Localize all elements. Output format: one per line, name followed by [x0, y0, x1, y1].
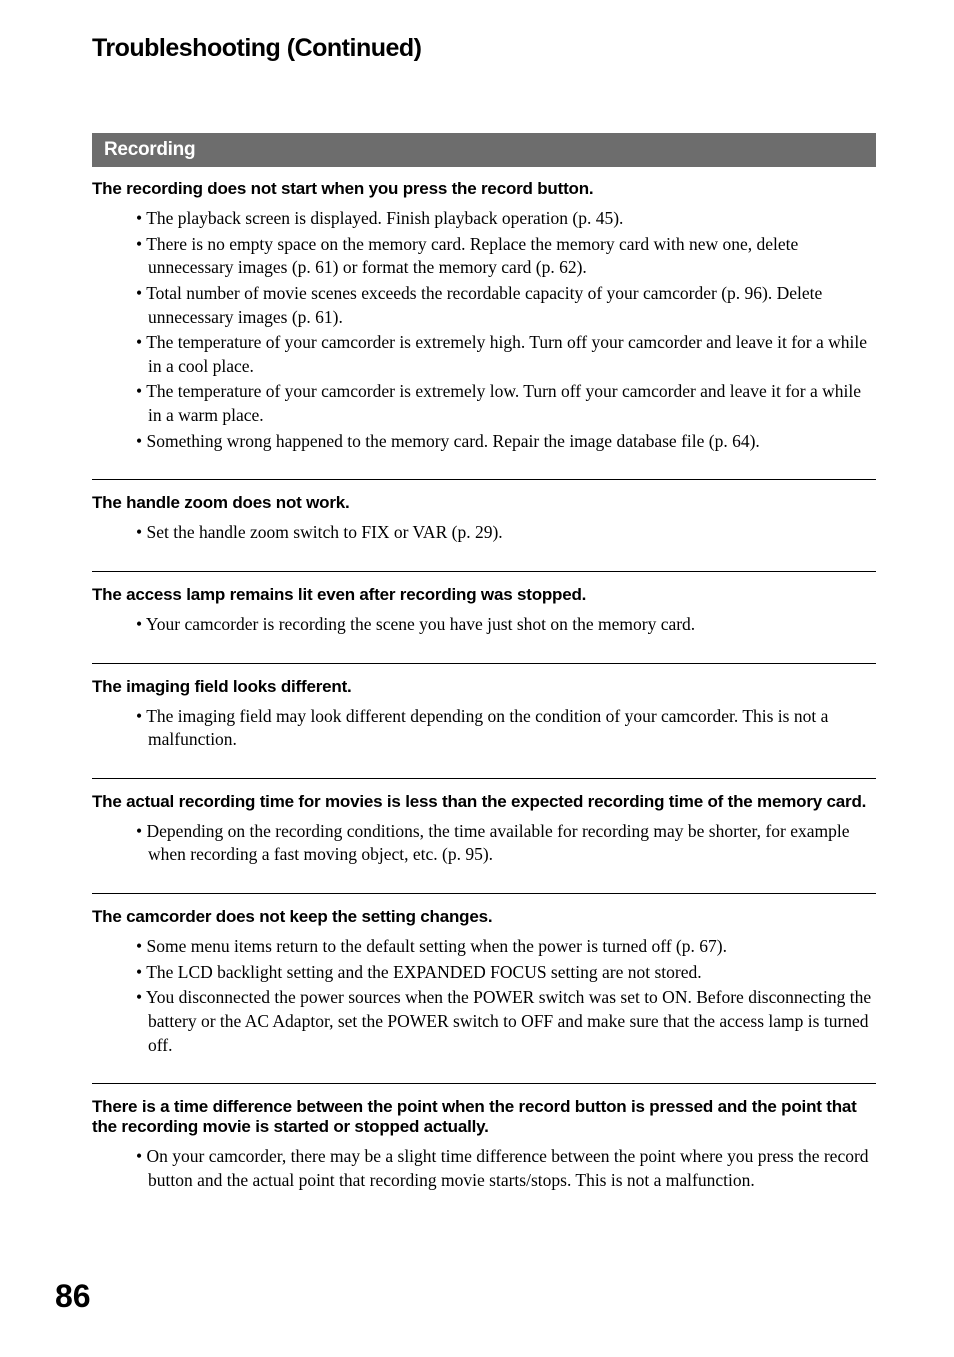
bullet-item: You disconnected the power sources when … — [136, 986, 876, 1057]
bullet-item: The playback screen is displayed. Finish… — [136, 207, 876, 231]
item-heading: The imaging field looks different. — [92, 677, 876, 697]
bullet-item: There is no empty space on the memory ca… — [136, 233, 876, 280]
bullet-item: Set the handle zoom switch to FIX or VAR… — [136, 521, 876, 545]
divider — [92, 571, 876, 572]
divider — [92, 663, 876, 664]
item-heading: The handle zoom does not work. — [92, 493, 876, 513]
troubleshoot-item: The handle zoom does not work. Set the h… — [92, 493, 876, 545]
bullet-item: On your camcorder, there may be a slight… — [136, 1145, 876, 1192]
page-number: 86 — [55, 1278, 91, 1315]
divider — [92, 778, 876, 779]
item-bullets: Your camcorder is recording the scene yo… — [92, 613, 876, 637]
divider — [92, 893, 876, 894]
bullet-item: Some menu items return to the default se… — [136, 935, 876, 959]
item-bullets: Some menu items return to the default se… — [92, 935, 876, 1057]
troubleshoot-item: There is a time difference between the p… — [92, 1097, 876, 1192]
item-bullets: Set the handle zoom switch to FIX or VAR… — [92, 521, 876, 545]
troubleshoot-item: The recording does not start when you pr… — [92, 179, 876, 453]
bullet-item: The imaging field may look different dep… — [136, 705, 876, 752]
troubleshoot-item: The camcorder does not keep the setting … — [92, 907, 876, 1057]
divider — [92, 479, 876, 480]
bullet-item: The temperature of your camcorder is ext… — [136, 331, 876, 378]
bullet-item: Depending on the recording conditions, t… — [136, 820, 876, 867]
page-title: Troubleshooting (Continued) — [92, 34, 876, 63]
item-heading: There is a time difference between the p… — [92, 1097, 876, 1137]
item-heading: The actual recording time for movies is … — [92, 792, 876, 812]
troubleshoot-item: The access lamp remains lit even after r… — [92, 585, 876, 637]
section-header-recording: Recording — [92, 133, 876, 167]
bullet-item: The LCD backlight setting and the EXPAND… — [136, 961, 876, 985]
item-heading: The recording does not start when you pr… — [92, 179, 876, 199]
bullet-item: Something wrong happened to the memory c… — [136, 430, 876, 454]
item-heading: The access lamp remains lit even after r… — [92, 585, 876, 605]
divider — [92, 1083, 876, 1084]
troubleshoot-item: The actual recording time for movies is … — [92, 792, 876, 867]
troubleshoot-item: The imaging field looks different. The i… — [92, 677, 876, 752]
item-bullets: The imaging field may look different dep… — [92, 705, 876, 752]
bullet-item: Your camcorder is recording the scene yo… — [136, 613, 876, 637]
item-bullets: Depending on the recording conditions, t… — [92, 820, 876, 867]
item-bullets: The playback screen is displayed. Finish… — [92, 207, 876, 453]
bullet-item: The temperature of your camcorder is ext… — [136, 380, 876, 427]
item-bullets: On your camcorder, there may be a slight… — [92, 1145, 876, 1192]
item-heading: The camcorder does not keep the setting … — [92, 907, 876, 927]
bullet-item: Total number of movie scenes exceeds the… — [136, 282, 876, 329]
